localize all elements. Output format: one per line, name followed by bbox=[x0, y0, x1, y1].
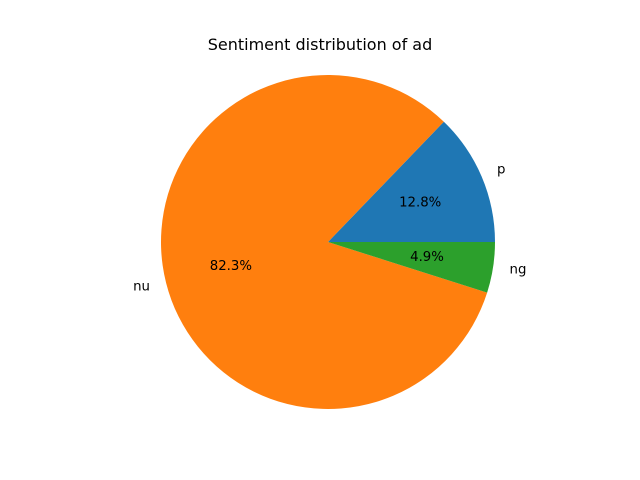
pie-slice-nu bbox=[161, 75, 488, 410]
pie-value-label-nu: 82.3% bbox=[210, 259, 252, 274]
chart-title: Sentiment distribution of ad bbox=[208, 35, 433, 54]
pie-value-label-p: 12.8% bbox=[399, 195, 441, 210]
pie-labels: 12.8% p 82.3% nu 4.9% ng bbox=[133, 163, 526, 295]
pie-category-label-p: p bbox=[497, 163, 505, 178]
pie-category-label-ng: ng bbox=[510, 263, 527, 278]
pie-value-label-ng: 4.9% bbox=[410, 250, 444, 265]
pie-category-label-nu: nu bbox=[133, 280, 150, 295]
pie-slices bbox=[161, 75, 495, 410]
pie-slice-ng bbox=[328, 242, 495, 293]
pie-slice-p bbox=[328, 121, 495, 242]
